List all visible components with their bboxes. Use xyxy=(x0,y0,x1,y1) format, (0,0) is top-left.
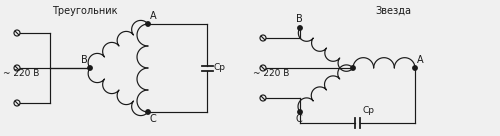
Text: A: A xyxy=(150,11,156,21)
Text: ~ 220 В: ~ 220 В xyxy=(253,69,290,78)
Text: Треугольник: Треугольник xyxy=(52,6,118,16)
Circle shape xyxy=(88,66,92,70)
Text: C: C xyxy=(150,114,157,124)
Circle shape xyxy=(298,110,302,114)
Text: A: A xyxy=(417,55,424,65)
Text: Звезда: Звезда xyxy=(375,6,411,16)
Text: B: B xyxy=(296,14,302,24)
Circle shape xyxy=(146,110,150,114)
Circle shape xyxy=(351,66,355,70)
Circle shape xyxy=(146,22,150,26)
Text: Ср: Ср xyxy=(362,106,374,115)
Text: B: B xyxy=(81,55,88,65)
Text: ~ 220 В: ~ 220 В xyxy=(3,69,40,78)
Circle shape xyxy=(298,26,302,30)
Text: Ср: Ср xyxy=(214,63,226,72)
Text: C: C xyxy=(296,114,302,124)
Circle shape xyxy=(413,66,417,70)
